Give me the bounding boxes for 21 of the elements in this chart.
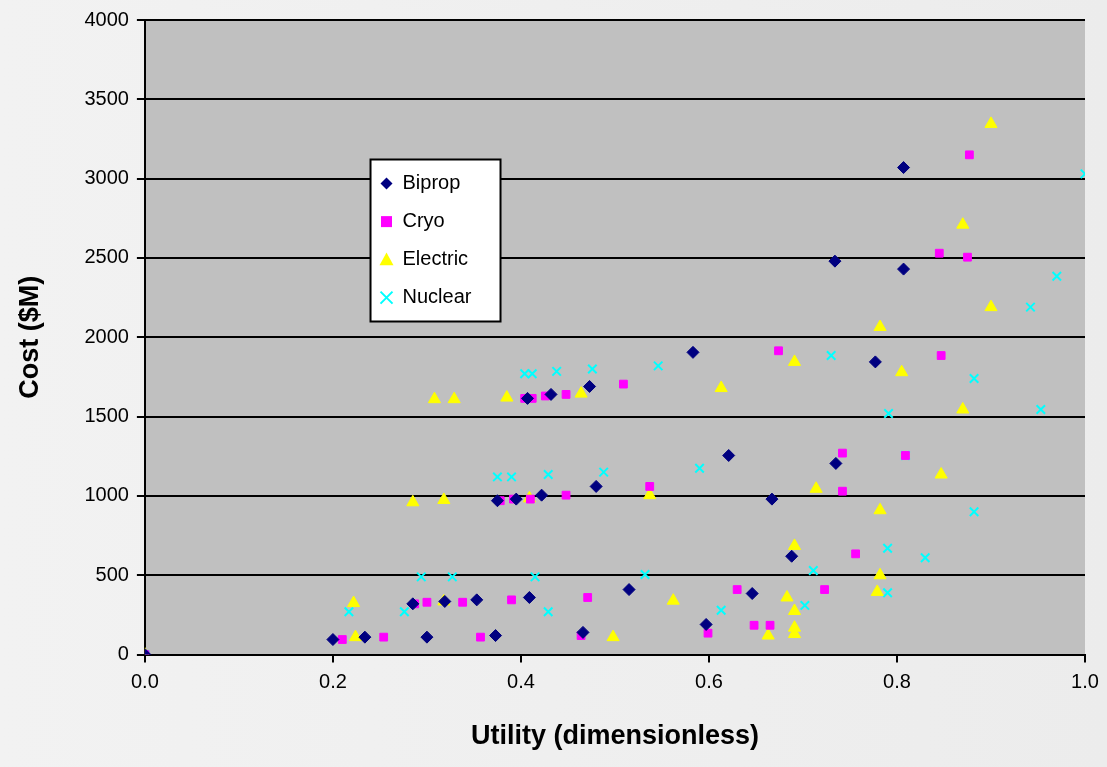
legend-label: Nuclear bbox=[402, 285, 472, 308]
legend-label: Electric bbox=[402, 247, 469, 270]
x-tick-label: 0.2 bbox=[319, 670, 347, 693]
x-tick-label: 0.6 bbox=[695, 670, 723, 693]
y-tick-label: 4000 bbox=[84, 7, 129, 30]
legend-label: Biprop bbox=[402, 171, 461, 194]
y-tick-label: 3000 bbox=[84, 166, 129, 189]
legend-label: Cryo bbox=[402, 209, 445, 232]
x-axis-title: Utility (dimensionless) bbox=[470, 720, 759, 751]
x-tick-label: 0.8 bbox=[883, 670, 911, 693]
x-tick-label: 0.0 bbox=[130, 670, 159, 693]
y-axis-title: Cost ($M) bbox=[13, 275, 44, 399]
y-tick-label: 500 bbox=[95, 562, 129, 585]
x-tick-label: 0.4 bbox=[507, 670, 535, 693]
y-tick-label: 2000 bbox=[84, 324, 129, 347]
y-tick-label: 3500 bbox=[84, 86, 129, 109]
y-tick-label: 1000 bbox=[84, 483, 129, 506]
y-tick-label: 0 bbox=[117, 642, 129, 665]
x-tick-label: 1.0 bbox=[1071, 670, 1099, 693]
y-tick-label: 2500 bbox=[84, 245, 129, 268]
y-tick-label: 1500 bbox=[84, 404, 129, 427]
